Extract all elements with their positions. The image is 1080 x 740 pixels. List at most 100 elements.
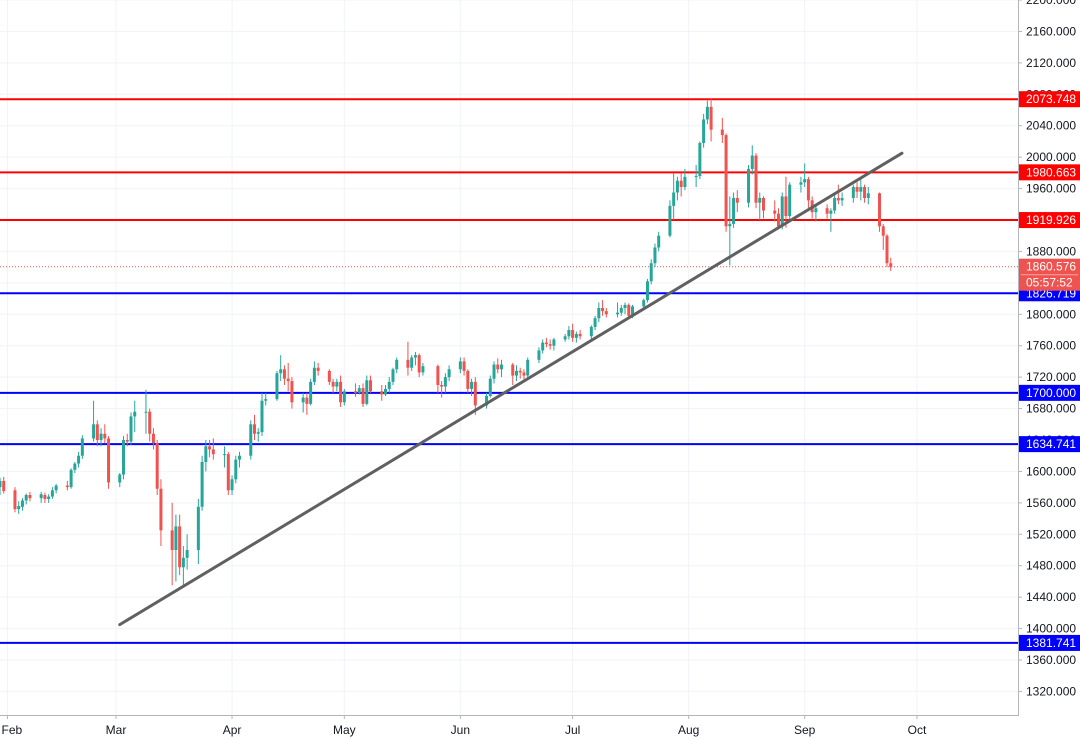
candle-body bbox=[39, 494, 43, 499]
candle bbox=[462, 357, 466, 376]
candle-body bbox=[863, 187, 867, 198]
candle bbox=[627, 303, 631, 319]
candle-body bbox=[496, 364, 500, 370]
candle-body bbox=[597, 308, 601, 319]
y-tick-label: 1800.000 bbox=[1026, 307, 1076, 321]
y-tick-label: 1360.000 bbox=[1026, 653, 1076, 667]
candle-body bbox=[709, 106, 713, 130]
candle bbox=[758, 192, 762, 220]
candle bbox=[279, 355, 283, 382]
candle bbox=[675, 176, 679, 201]
candle bbox=[885, 234, 889, 268]
candle bbox=[601, 300, 605, 316]
candle bbox=[735, 190, 739, 213]
support-price-tag-label: 1634.741 bbox=[1026, 437, 1076, 451]
candle-body bbox=[339, 381, 343, 403]
candle-body bbox=[657, 235, 661, 248]
candle-body bbox=[571, 330, 575, 338]
candle bbox=[253, 414, 256, 440]
candle bbox=[466, 369, 470, 393]
candle bbox=[851, 184, 855, 203]
candle bbox=[264, 392, 268, 406]
candle-body bbox=[735, 198, 739, 203]
candle-body bbox=[155, 443, 159, 489]
time-axis[interactable]: Feb Mar Apr May Jun Jul Aug Sep Oct bbox=[1, 715, 927, 737]
candle-body bbox=[616, 312, 620, 315]
candle-body bbox=[73, 463, 77, 470]
candle bbox=[698, 141, 702, 180]
candle bbox=[103, 424, 107, 444]
candle bbox=[485, 392, 489, 409]
candle bbox=[492, 361, 496, 384]
resistance-price-tag: 2073.748 bbox=[1019, 91, 1080, 108]
candle bbox=[514, 365, 518, 382]
x-tick-label: Jun bbox=[451, 723, 470, 737]
candle bbox=[881, 223, 885, 250]
candle-body bbox=[518, 370, 522, 373]
candle-body bbox=[249, 424, 253, 456]
y-tick-label: 1600.000 bbox=[1026, 464, 1076, 478]
candle bbox=[178, 514, 182, 576]
candle-body bbox=[814, 208, 818, 213]
resistance-price-tag: 1919.926 bbox=[1019, 212, 1080, 229]
candle bbox=[776, 208, 780, 230]
candle bbox=[13, 487, 17, 513]
candle bbox=[282, 365, 286, 385]
candle bbox=[290, 377, 294, 409]
candle bbox=[458, 357, 462, 374]
candle-body bbox=[773, 210, 777, 214]
y-tick-label: 1880.000 bbox=[1026, 244, 1076, 258]
candle-body bbox=[107, 438, 111, 483]
candle bbox=[256, 428, 260, 442]
candle bbox=[413, 352, 417, 366]
support-price-tag-background bbox=[1019, 384, 1080, 401]
candle bbox=[155, 440, 159, 495]
candle-body bbox=[623, 304, 627, 308]
y-tick-label: 2200.000 bbox=[1026, 0, 1076, 7]
candle-body bbox=[380, 391, 384, 395]
candle bbox=[148, 408, 152, 442]
candle bbox=[406, 341, 410, 376]
candle bbox=[762, 196, 765, 219]
candle bbox=[488, 375, 492, 398]
candle bbox=[421, 363, 425, 376]
trendline-layer[interactable] bbox=[118, 151, 904, 627]
candle-body bbox=[309, 381, 313, 404]
x-tick-label: Jul bbox=[565, 723, 580, 737]
support-price-tag-background bbox=[1019, 634, 1080, 651]
candle bbox=[354, 383, 358, 397]
candle-body bbox=[20, 500, 24, 507]
candle-body bbox=[99, 433, 103, 440]
y-tick-label: 2040.000 bbox=[1026, 119, 1076, 133]
trendline[interactable] bbox=[118, 151, 904, 627]
candle-body bbox=[825, 208, 829, 214]
candle-body bbox=[466, 370, 470, 389]
candle-body bbox=[784, 196, 788, 217]
candle bbox=[541, 339, 545, 354]
candle bbox=[799, 176, 803, 193]
candle-body bbox=[878, 193, 882, 227]
candle bbox=[754, 153, 758, 209]
candle-body bbox=[645, 281, 649, 301]
candle-body bbox=[833, 198, 837, 211]
candle bbox=[133, 400, 137, 433]
candle bbox=[702, 113, 706, 148]
candle-body bbox=[788, 184, 792, 217]
candle-body bbox=[208, 446, 212, 450]
candle bbox=[395, 357, 399, 374]
candle-body bbox=[103, 433, 107, 439]
candle bbox=[39, 491, 43, 503]
candle-body bbox=[365, 380, 369, 404]
candle-body bbox=[342, 391, 346, 403]
horizontal-levels[interactable] bbox=[0, 98, 1018, 644]
candle-body bbox=[357, 388, 361, 393]
candle bbox=[511, 363, 515, 385]
candle-body bbox=[331, 381, 335, 387]
candle bbox=[28, 491, 32, 502]
candle bbox=[619, 304, 623, 316]
candle-body bbox=[2, 480, 6, 492]
candle bbox=[653, 243, 657, 268]
candle bbox=[316, 363, 320, 376]
candle bbox=[709, 98, 713, 142]
